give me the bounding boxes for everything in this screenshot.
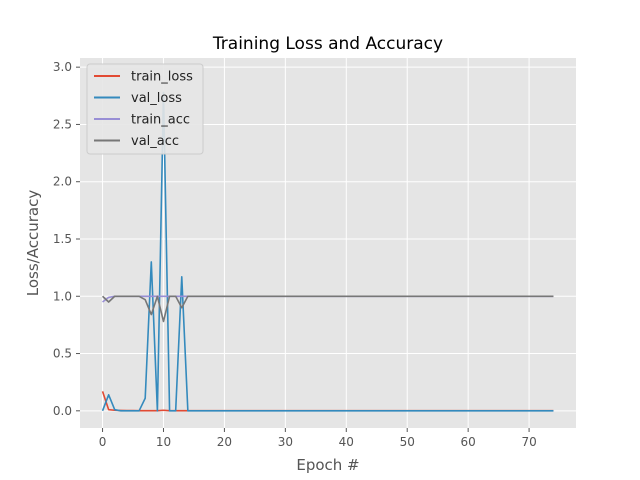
- legend-label: train_acc: [131, 113, 190, 128]
- y-tick-label: 2.0: [53, 175, 72, 189]
- x-tick-label: 40: [339, 435, 354, 449]
- chart-title: Training Loss and Accuracy: [212, 34, 443, 54]
- y-tick-label: 1.0: [53, 289, 72, 303]
- y-tick-label: 2.5: [53, 117, 72, 131]
- legend-box: [86, 63, 204, 155]
- y-tick-label: 3.0: [53, 60, 72, 74]
- x-axis-label: Epoch #: [296, 456, 359, 474]
- x-tick-label: 10: [156, 435, 171, 449]
- x-tick-label: 70: [521, 435, 536, 449]
- y-axis-label: Loss/Accuracy: [24, 190, 42, 297]
- x-ticks: 0 10 20 30 40 50 60 70: [99, 428, 537, 449]
- y-ticks: 0.0 0.5 1.0 1.5 2.0 2.5 3.0: [53, 60, 80, 418]
- legend-label: val_loss: [131, 91, 182, 106]
- y-tick-label: 1.5: [53, 232, 72, 246]
- legend-label: train_loss: [131, 70, 193, 85]
- legend: train_loss val_loss train_acc val_acc: [86, 63, 204, 155]
- x-tick-label: 30: [278, 435, 293, 449]
- x-tick-label: 0: [99, 435, 107, 449]
- series-lines: [101, 91, 554, 412]
- legend-label: val_acc: [131, 134, 179, 149]
- series-line-val-loss: [101, 91, 554, 412]
- x-tick-label: 20: [217, 435, 232, 449]
- y-tick-label: 0.0: [53, 404, 72, 418]
- series-line-val-acc: [102, 295, 554, 323]
- y-tick-label: 0.5: [53, 347, 72, 361]
- x-tick-label: 60: [461, 435, 476, 449]
- x-tick-label: 50: [400, 435, 415, 449]
